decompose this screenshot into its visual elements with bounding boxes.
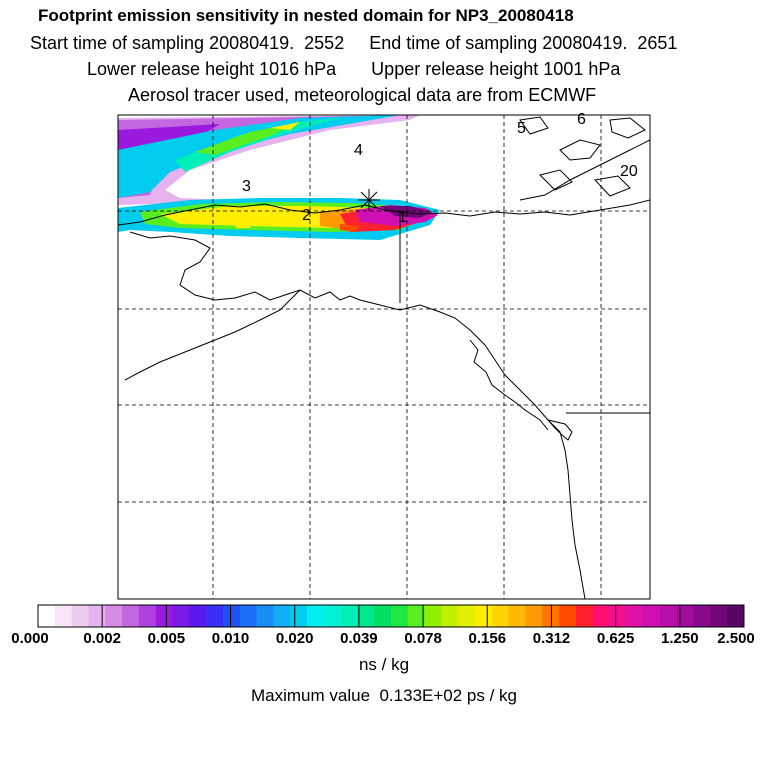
- colorbar-swatch: [609, 605, 627, 627]
- colorbar-swatch: [189, 605, 207, 627]
- colorbar-swatch: [105, 605, 123, 627]
- colorbar-swatch: [206, 605, 224, 627]
- colorbar-swatch: [391, 605, 409, 627]
- coast-vancouver-island: [546, 419, 573, 441]
- colorbar-swatch: [458, 605, 476, 627]
- colorbar-swatch: [525, 605, 543, 627]
- coast-hudson-arctic: [519, 139, 650, 201]
- colorbar-label: 0.078: [404, 630, 442, 647]
- colorbar-swatch: [727, 605, 745, 627]
- star-icon: [358, 189, 380, 211]
- release-heights-line: Lower release height 1016 hPa Upper rele…: [87, 59, 621, 79]
- plume-yellow-core-upper: [270, 122, 300, 130]
- colorbar-label: 0.020: [275, 630, 314, 647]
- colorbar: [38, 605, 745, 627]
- coast-alaska-peninsula: [124, 289, 301, 381]
- coastlines: [118, 116, 650, 599]
- colorbar-swatch: [626, 605, 644, 627]
- colorbar-swatch: [172, 605, 190, 627]
- day-label-5: 5: [517, 120, 526, 137]
- arctic-island-3: [539, 169, 573, 191]
- colorbar-swatch: [542, 605, 560, 627]
- colorbar-swatch: [256, 605, 274, 627]
- colorbar-swatch: [374, 605, 392, 627]
- colorbar-swatch: [575, 605, 594, 627]
- colorbar-swatch: [340, 605, 358, 627]
- colorbar-frame: [37, 604, 745, 628]
- colorbar-swatch: [323, 605, 341, 627]
- colorbar-label: 0.312: [532, 630, 571, 647]
- day-label-4: 4: [354, 142, 363, 159]
- colorbar-label: 0.039: [340, 630, 378, 647]
- sampling-times-line: Start time of sampling 20080419. 2552 En…: [30, 33, 678, 53]
- plume-yellow-spot: [235, 220, 252, 228]
- day-label-6: 6: [577, 111, 586, 128]
- plume-red-spot: [340, 224, 360, 232]
- colorbar-swatch: [71, 605, 89, 627]
- colorbar-swatch: [424, 605, 442, 627]
- coast-bc-islands: [469, 339, 549, 431]
- colorbar-label: 0.625: [596, 630, 635, 647]
- colorbar-label: 0.002: [83, 630, 121, 647]
- tracer-info-line: Aerosol tracer used, meteorological data…: [128, 85, 597, 105]
- coast-alaska-north: [118, 199, 650, 226]
- colorbar-swatch: [273, 605, 291, 627]
- colorbar-units: ns / kg: [358, 655, 410, 674]
- coast-gulf-alaska: [359, 299, 586, 599]
- colorbar-swatch: [357, 605, 375, 627]
- plume-green-band: [195, 122, 300, 155]
- map-gridlines: [118, 115, 650, 599]
- day-label-1: 1: [398, 209, 407, 226]
- arctic-island-4: [594, 175, 631, 197]
- plume-lower-core: [380, 206, 432, 218]
- trajectory-day-labels: 1 2 3 4 5 6 20: [242, 111, 638, 226]
- colorbar-swatch: [508, 605, 526, 627]
- day-label-20: 20: [620, 163, 638, 180]
- map-frame: [117, 114, 651, 600]
- colorbar-swatch: [155, 605, 173, 627]
- colorbar-swatch: [54, 605, 73, 627]
- colorbar-swatch: [491, 605, 510, 627]
- arctic-island-1: [559, 139, 601, 161]
- colorbar-swatch: [239, 605, 257, 627]
- colorbar-label: 1.250: [661, 630, 699, 647]
- colorbar-ticks: [101, 605, 681, 627]
- colorbar-swatch: [659, 605, 678, 627]
- plume-cyan-inner: [175, 118, 340, 172]
- day-label-3: 3: [242, 178, 251, 195]
- colorbar-swatch: [710, 605, 728, 627]
- colorbar-swatch: [306, 605, 325, 627]
- colorbar-swatch: [38, 605, 56, 627]
- colorbar-swatch: [88, 605, 106, 627]
- colorbar-swatch: [138, 605, 157, 627]
- plume-cyan-band: [118, 115, 400, 198]
- colorbar-swatch: [676, 605, 694, 627]
- colorbar-swatch: [441, 605, 459, 627]
- colorbar-label: 2.500: [717, 630, 755, 647]
- colorbar-swatch: [407, 605, 426, 627]
- colorbar-swatch: [693, 605, 711, 627]
- colorbar-swatch: [559, 605, 577, 627]
- colorbar-swatch: [222, 605, 241, 627]
- maximum-value-label: Maximum value 0.133E+02 ps / kg: [251, 686, 517, 705]
- colorbar-swatch: [122, 605, 140, 627]
- colorbar-label: 0.010: [211, 630, 250, 647]
- colorbar-swatch: [290, 605, 308, 627]
- coast-alaska-west: [129, 231, 361, 301]
- colorbar-swatch: [475, 605, 493, 627]
- colorbar-swatch: [592, 605, 610, 627]
- arctic-island-2: [609, 117, 646, 139]
- colorbar-label: 0.156: [468, 630, 507, 647]
- footprint-plume: [118, 115, 440, 240]
- colorbar-swatch: [643, 605, 661, 627]
- arctic-island-5: [519, 116, 549, 135]
- colorbar-label: 0.005: [147, 630, 186, 647]
- day-label-2: 2: [302, 207, 311, 224]
- chart-title: Footprint emission sensitivity in nested…: [38, 6, 574, 25]
- colorbar-label: 0.000: [11, 630, 49, 647]
